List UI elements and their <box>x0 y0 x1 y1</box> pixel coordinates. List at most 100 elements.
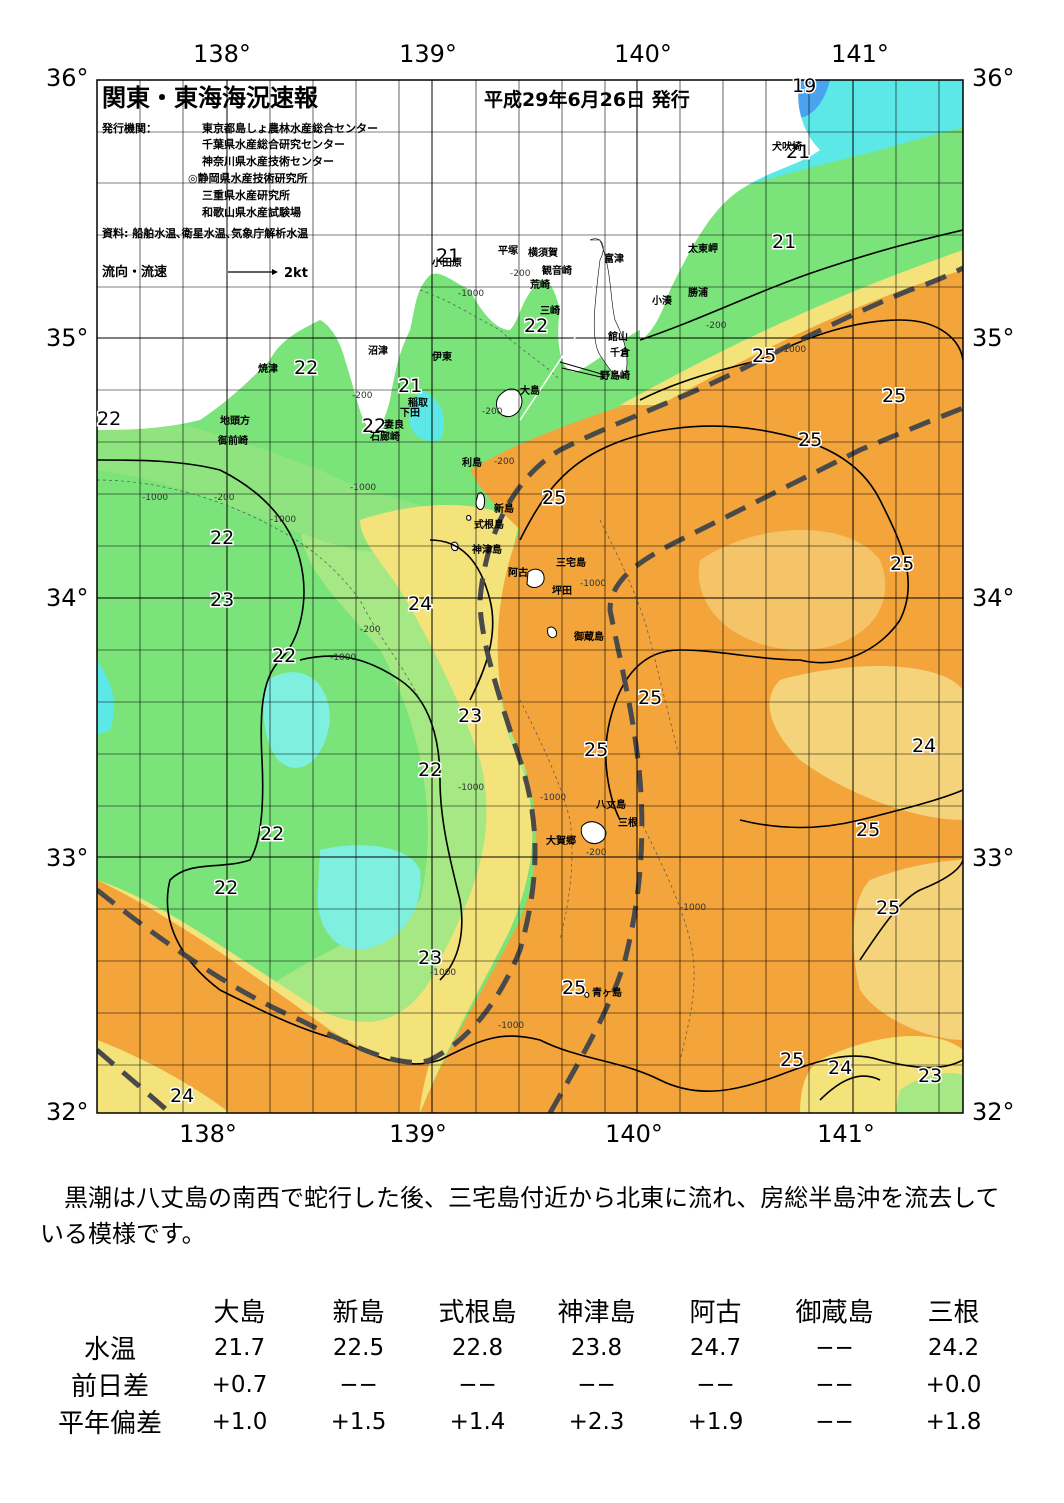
lon-label-top-140: 140° <box>614 40 672 68</box>
place-nojimazaki: 野島崎 <box>600 369 630 382</box>
iso-label-25-e: 25 <box>890 553 914 575</box>
table-cell: 22.8 <box>451 1334 504 1361</box>
kuroshio-axis <box>97 265 963 1113</box>
place-kozushima: 神津島 <box>472 543 502 556</box>
depth-label: -1000 <box>580 579 606 589</box>
lon-label-bottom-140: 140° <box>605 1120 663 1148</box>
axis-labels: 138° 139° 140° 141° 138° 139° 140° 141° … <box>46 40 1015 1148</box>
depth-label: -1000 <box>430 968 456 978</box>
iso-label-21-c: 21 <box>436 245 460 267</box>
publisher-shizuoka: ◎静岡県水産技術研究所 <box>188 171 308 185</box>
sea-temperature-map: 138° 139° 140° 141° 138° 139° 140° 141° … <box>46 40 1015 1148</box>
observation-table: 大島 新島 式根島 神津島 阿古 御蔵島 三根 水温 21.7 22.5 22.… <box>40 1292 1013 1440</box>
iso-label-25-d: 25 <box>542 487 566 509</box>
iso-label-25-k: 25 <box>780 1049 804 1071</box>
lat-label-left-35: 35° <box>46 324 89 352</box>
iso-label-22-i: 22 <box>214 877 238 899</box>
table-cell: −− <box>458 1371 497 1398</box>
depth-label: -1000 <box>540 793 566 803</box>
table-cell: +0.0 <box>925 1371 982 1398</box>
table-cell: −− <box>696 1371 735 1398</box>
iso-label-23-d: 23 <box>918 1065 942 1087</box>
lat-label-right-34: 34° <box>972 584 1015 612</box>
table-cell: 23.8 <box>570 1334 623 1361</box>
publisher-tokyo: 東京都島しょ農林水産総合センター <box>202 121 378 135</box>
publisher-block: 発行機関： 東京都島しょ農林水産総合センター 千葉県水産総合研究センター 神奈川… <box>101 121 378 240</box>
lat-label-left-33: 33° <box>46 844 89 872</box>
depth-label: -200 <box>360 625 381 635</box>
depth-label: -1000 <box>458 289 484 299</box>
iso-label-23-a: 23 <box>210 589 234 611</box>
depth-label: -200 <box>352 391 373 401</box>
current-legend-label: 流向・流速 <box>102 264 167 280</box>
place-yaizu: 焼津 <box>258 362 278 375</box>
lon-label-bottom-138: 138° <box>179 1120 237 1148</box>
place-hiratsuka: 平塚 <box>498 244 518 257</box>
place-names: 犬吠埼 太東岬 勝浦 小湊 富津 館山 千倉 野島崎 横須賀 観音崎 平塚 小田… <box>217 140 802 999</box>
row-label-normal-dev: 平年偏差 <box>57 1409 162 1439</box>
place-niijima: 新島 <box>494 502 514 515</box>
place-kominato: 小湊 <box>651 294 673 307</box>
iso-label-25-c: 25 <box>798 429 822 451</box>
station-mikurajima: 御蔵島 <box>795 1298 874 1328</box>
lat-label-right-33: 33° <box>972 844 1015 872</box>
depth-label: -1000 <box>330 653 356 663</box>
place-mikurajima: 御蔵島 <box>573 630 604 643</box>
iso-label-25-i: 25 <box>876 897 900 919</box>
table-row: 前日差 +0.7 −− −− −− −− −− +0.0 <box>40 1366 1013 1403</box>
station-ako: 阿古 <box>689 1298 742 1328</box>
row-label-water-temp: 水温 <box>83 1335 136 1365</box>
lat-label-right-32: 32° <box>972 1098 1015 1126</box>
iso-label-22-h: 22 <box>260 823 284 845</box>
place-inubosaki: 犬吠埼 <box>772 140 802 153</box>
iso-label-25-f: 25 <box>638 687 662 709</box>
place-chikura: 千倉 <box>610 346 631 359</box>
table-cell: +0.7 <box>211 1371 268 1398</box>
current-vectors <box>519 259 597 421</box>
lon-label-top-141: 141° <box>831 40 889 68</box>
lat-label-left-36: 36° <box>46 64 89 92</box>
table-cell: 21.7 <box>213 1334 266 1361</box>
station-niijima: 新島 <box>332 1298 385 1328</box>
place-ako: 阿古 <box>508 566 528 579</box>
place-misaki: 三崎 <box>540 304 560 317</box>
current-legend-scale: 2kt <box>284 266 308 281</box>
place-shimoda: 下田 <box>400 407 420 419</box>
publisher-wakayama: 和歌山県水産試験場 <box>202 205 301 219</box>
place-numazu: 沼津 <box>368 344 388 357</box>
isotherm-lines <box>97 229 963 1101</box>
iso-label-22-d: 22 <box>362 415 386 437</box>
isotherm-labels: 19 21 21 21 21 22 22 22 22 22 22 22 22 2… <box>96 74 944 1109</box>
place-hachijojima: 八丈島 <box>595 798 626 811</box>
place-irozaki: 石廊崎 <box>369 430 400 443</box>
map-title: 関東・東海海況速報 <box>102 84 319 112</box>
table-cell: +1.0 <box>211 1408 268 1435</box>
table-cell: +2.3 <box>568 1408 625 1435</box>
depth-label: -1000 <box>498 1021 524 1031</box>
table-cell: 24.2 <box>927 1334 980 1361</box>
depth-label: -1000 <box>458 783 484 793</box>
publisher-label: 発行機関： <box>101 121 157 135</box>
table-corner <box>40 1292 180 1329</box>
table-cell: +1.9 <box>687 1408 744 1435</box>
iso-label-24-a: 24 <box>408 593 432 615</box>
table-cell: 22.5 <box>332 1334 385 1361</box>
lon-label-bottom-141: 141° <box>817 1120 875 1148</box>
data-sources: 資料: 船舶水温､衛星水温､気象庁解析水温 <box>102 226 308 240</box>
lat-label-right-36: 36° <box>972 64 1015 92</box>
place-miyakejima: 三宅島 <box>556 556 586 569</box>
lon-label-bottom-139: 139° <box>389 1120 447 1148</box>
publisher-kanagawa: 神奈川県水産技術センター <box>202 154 334 168</box>
depth-label: -200 <box>586 848 607 858</box>
depth-label: -1000 <box>270 515 296 525</box>
table-cell: +1.4 <box>449 1408 506 1435</box>
station-shikinejima: 式根島 <box>438 1298 517 1328</box>
iso-label-23-c: 23 <box>418 947 442 969</box>
depth-labels: -200 -1000 -200 -200 -200 -1000 -1000 -2… <box>142 269 806 1031</box>
place-shikinejima: 式根島 <box>474 518 504 531</box>
depth-label: -1000 <box>142 493 168 503</box>
place-tsubota: 坪田 <box>552 584 572 597</box>
place-futtsu: 富津 <box>604 252 624 265</box>
situation-summary: 黒潮は八丈島の南西で蛇行した後、三宅島付近から北東に流れ、房総半島沖を流去してい… <box>40 1184 1000 1248</box>
issue-date: 平成29年6月26日 発行 <box>484 88 690 111</box>
